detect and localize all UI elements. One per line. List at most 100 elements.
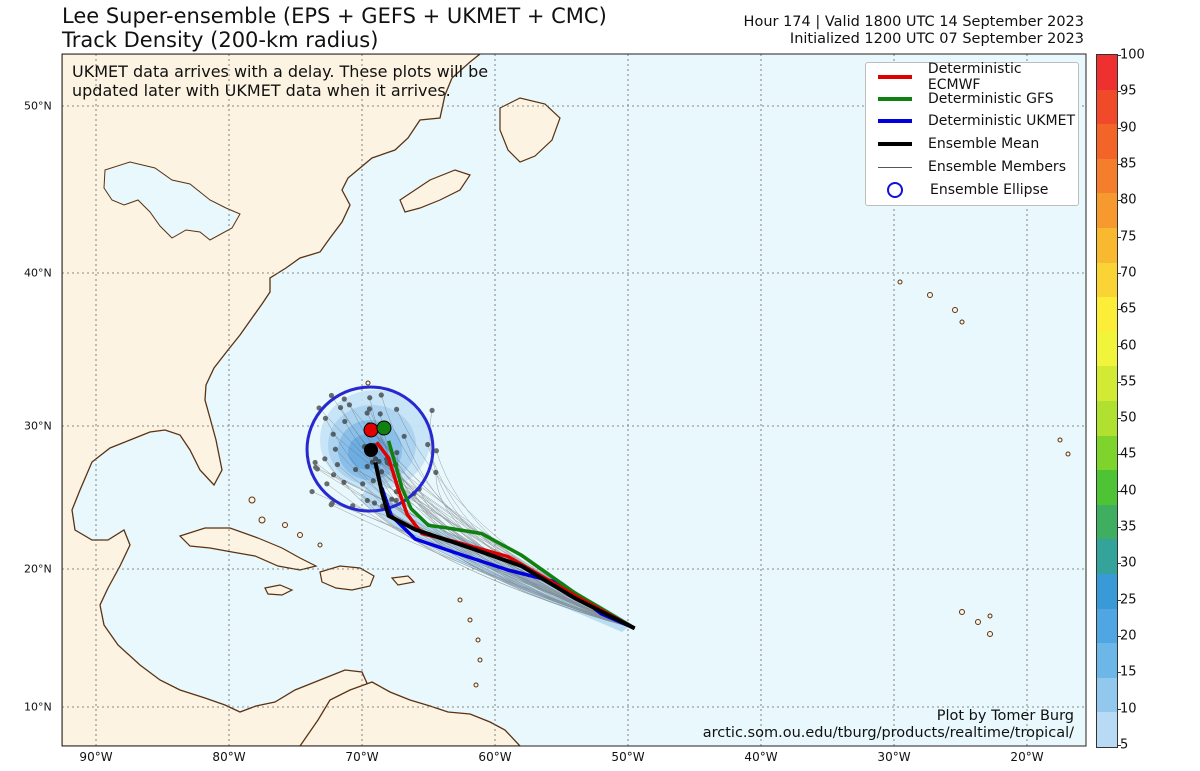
colorbar-tick-label: 10 [1120,701,1137,717]
lon-label: 20°W [1010,750,1044,764]
colorbar-tick-mark [1117,527,1121,529]
init-time: Initialized 1200 UTC 07 September 2023 [789,31,1084,47]
colorbar-segment [1097,504,1117,540]
lon-label: 60°W [478,750,512,764]
colorbar-segment [1097,55,1117,90]
member-endpoint [433,469,439,475]
member-track [367,500,635,629]
member-endpoint [334,461,341,468]
lon-label: 90°W [79,750,113,764]
colorbar-tick-mark [1117,55,1121,56]
colorbar-segment [1097,331,1117,367]
lat-label: 20°N [24,562,52,576]
member-endpoint [324,481,330,487]
colorbar-segment [1097,227,1117,263]
colorbar-tick-mark [1117,163,1121,165]
credit: Plot by Tomer Burg arctic.som.ou.edu/tbu… [703,708,1074,742]
colorbar-tick-mark [1117,236,1121,238]
colorbar-segment [1097,643,1117,678]
title-line-1: Lee Super-ensemble (EPS + GEFS + UKMET +… [62,4,607,28]
newfoundland [499,97,561,163]
ecmwf-endpoint [363,422,379,438]
hispaniola [319,565,375,591]
legend-item-ellipse: Ensemble Ellipse [878,180,1048,200]
member-track [349,404,635,629]
member-endpoint [377,411,383,417]
colorbar-tick-label: 75 [1120,229,1137,245]
member-track [369,408,635,629]
ecmwf-swatch [878,75,912,79]
colorbar-tick-label: 80 [1120,192,1137,208]
ensemble-mean-track [373,461,636,631]
colorbar-tick-label: 20 [1120,628,1137,644]
member-endpoint [433,448,440,454]
colorbar-segment [1097,539,1117,574]
colorbar-tick-label: 65 [1120,301,1137,317]
member-endpoint [371,500,378,506]
colorbar-tick-mark [1117,418,1121,420]
lon-label: 70°W [345,750,379,764]
member-endpoint [352,466,359,473]
colorbar-tick-label: 55 [1120,374,1137,390]
colorbar-tick-mark [1117,272,1121,274]
member-endpoint [337,404,344,411]
colorbar-tick-label: 25 [1120,592,1137,608]
credit-url: arctic.som.ou.edu/tburg/products/realtim… [702,725,1074,741]
legend-item-mean: Ensemble Mean [878,134,1039,154]
members-swatch [878,166,912,168]
gfs-endpoint [376,420,392,436]
legend-item-ukmet: Deterministic UKMET [878,111,1075,131]
colorbar-segment [1097,677,1117,713]
legend: Deterministic ECMWF Deterministic GFS De… [865,61,1079,206]
colorbar-segment [1097,573,1117,609]
colorbar-segment [1097,89,1117,125]
member-endpoint [425,441,431,448]
member-endpoint [394,406,400,412]
mean-endpoint [364,443,378,457]
valid-time: Hour 174 | Valid 1800 UTC 14 September 2… [743,14,1084,30]
member-endpoint [360,481,366,487]
colorbar-segment [1097,470,1117,505]
plot-title: Lee Super-ensemble (EPS + GEFS + UKMET +… [62,4,607,52]
member-endpoint [322,415,329,421]
legend-label: Ensemble Members [928,159,1066,175]
colorbar-tick-mark [1117,708,1121,710]
colorbar-segment [1097,712,1117,747]
lon-label: 50°W [611,750,645,764]
member-endpoint [341,396,347,402]
colorbar-tick-mark [1117,200,1121,202]
lon-label: 40°W [744,750,778,764]
colorbar-tick-mark [1117,345,1121,347]
colorbar-segment [1097,366,1117,401]
colorbar-tick-label: 100 [1120,47,1145,63]
lon-label: 80°W [212,750,246,764]
colorbar [1096,54,1118,748]
member-endpoint [312,459,318,466]
lat-label: 50°N [24,99,52,113]
member-endpoint [364,410,370,416]
colorbar-tick-mark [1117,490,1121,492]
member-endpoint [393,497,399,503]
colorbar-tick-mark [1117,745,1121,746]
legend-label: Deterministic ECMWF [927,61,1022,93]
member-endpoint [429,407,435,414]
legend-label: Deterministic UKMET [928,113,1076,129]
colorbar-segment [1097,158,1117,194]
member-endpoint [378,392,384,398]
legend-item-members: Ensemble Members [878,157,1066,177]
ellipse-swatch [887,182,903,198]
member-endpoint [332,446,339,452]
member-track [343,482,635,629]
member-endpoint [313,464,319,470]
member-endpoint [309,488,315,495]
member-endpoint [378,469,385,475]
colorbar-segment [1097,262,1117,298]
lat-label: 10°N [24,700,52,714]
note-line-2: updated later with UKMET data when it ar… [72,81,451,100]
member-endpoint [366,406,373,412]
colorbar-tick-label: 15 [1120,664,1137,680]
member-endpoint [364,497,370,504]
colorbar-segment [1097,124,1117,159]
colorbar-tick-label: 45 [1120,446,1137,462]
member-endpoint [389,496,395,502]
